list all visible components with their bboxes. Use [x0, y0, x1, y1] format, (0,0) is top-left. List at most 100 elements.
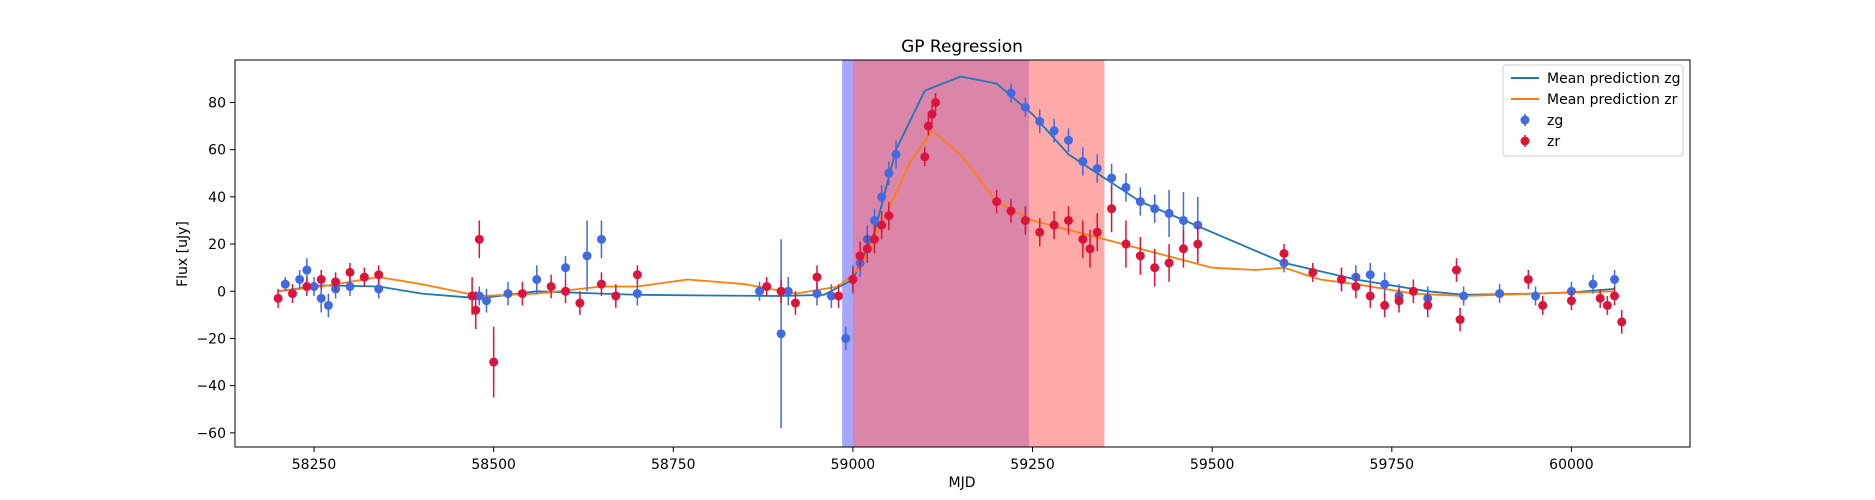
data-point [1135, 251, 1145, 261]
y-tick-label: 60 [208, 143, 226, 159]
data-point [783, 286, 793, 296]
y-tick-label: −60 [196, 426, 226, 442]
data-point [1408, 286, 1418, 296]
data-point [632, 270, 642, 280]
data-point [884, 168, 894, 178]
data-point [1538, 300, 1548, 310]
data-point [359, 272, 369, 282]
data-point [1035, 116, 1045, 126]
data-point [1135, 197, 1145, 207]
data-point [1085, 244, 1095, 254]
data-point [1121, 239, 1131, 249]
data-point [855, 251, 865, 261]
data-points [273, 83, 1627, 429]
data-point [331, 277, 341, 287]
x-tick-label: 58750 [651, 457, 696, 473]
data-point [1459, 291, 1469, 301]
data-point [891, 149, 901, 159]
data-point [1049, 126, 1059, 136]
data-point [1049, 220, 1059, 230]
legend-label-zr: zr [1547, 134, 1560, 150]
data-point [776, 286, 786, 296]
data-point [1365, 291, 1375, 301]
data-point [1588, 279, 1598, 289]
data-point [1078, 234, 1088, 244]
y-tick-label: 40 [208, 190, 226, 206]
data-point [923, 121, 933, 131]
data-point [471, 305, 481, 315]
data-point [561, 263, 571, 273]
data-point [1092, 227, 1102, 237]
data-point [1495, 289, 1505, 299]
shaded-regions [842, 60, 1105, 447]
data-point [1380, 279, 1390, 289]
data-point [309, 282, 319, 292]
y-tick-label: −20 [196, 331, 226, 347]
data-point [1423, 300, 1433, 310]
data-point [1078, 156, 1088, 166]
x-tick-label: 58250 [292, 457, 337, 473]
data-point [295, 274, 305, 284]
data-point [812, 272, 822, 282]
data-point [927, 109, 937, 119]
data-point [316, 293, 326, 303]
data-point [884, 211, 894, 221]
data-point [1380, 300, 1390, 310]
data-point [790, 298, 800, 308]
data-point [812, 289, 822, 299]
data-point [532, 274, 542, 284]
y-axis-label: Flux [uJy] [175, 221, 191, 287]
x-tick-label: 58500 [471, 457, 516, 473]
data-point [489, 357, 499, 367]
legend-box [1502, 64, 1684, 157]
data-point [517, 289, 527, 299]
data-point [1092, 164, 1102, 174]
data-point [920, 152, 930, 162]
series-points-3 [273, 93, 1627, 398]
data-point [1337, 274, 1347, 284]
x-tick-label: 59500 [1190, 457, 1235, 473]
y-tick-label: 0 [217, 284, 226, 300]
data-point [877, 192, 887, 202]
data-point [1020, 215, 1030, 225]
data-point [1164, 258, 1174, 268]
data-point [1617, 317, 1627, 327]
y-axis-ticks: −60 −40 −20 0 20 40 60 80 [196, 95, 235, 442]
data-point [848, 274, 858, 284]
data-point [1178, 244, 1188, 254]
data-point [841, 333, 851, 343]
data-point [1107, 204, 1117, 214]
data-point [834, 291, 844, 301]
x-tick-label: 59750 [1370, 457, 1415, 473]
data-point [481, 296, 491, 306]
data-point [596, 234, 606, 244]
data-point [287, 289, 297, 299]
data-point [1595, 293, 1605, 303]
data-point [826, 291, 836, 301]
data-point [467, 291, 477, 301]
data-point [546, 282, 556, 292]
data-point [1394, 296, 1404, 306]
data-point [1006, 88, 1016, 98]
data-point [1107, 173, 1117, 183]
data-point [374, 270, 384, 280]
data-point [1455, 315, 1465, 325]
data-point [1351, 282, 1361, 292]
data-point [762, 282, 772, 292]
data-point [1451, 265, 1461, 275]
y-tick-label: 20 [208, 237, 226, 253]
data-point [1308, 267, 1318, 277]
data-point [1020, 102, 1030, 112]
data-point [1279, 249, 1289, 258]
data-point [1006, 206, 1016, 216]
x-axis-ticks: 58250 58500 58750 59000 59250 59500 59750 60000 [292, 447, 1594, 473]
data-point [1610, 274, 1620, 284]
data-point [1523, 274, 1533, 284]
data-point [992, 197, 1002, 207]
x-tick-label: 60000 [1549, 457, 1594, 473]
chart-title: GP Regression [901, 37, 1023, 57]
data-point [561, 286, 571, 296]
data-point [280, 279, 290, 289]
data-point [596, 279, 606, 289]
